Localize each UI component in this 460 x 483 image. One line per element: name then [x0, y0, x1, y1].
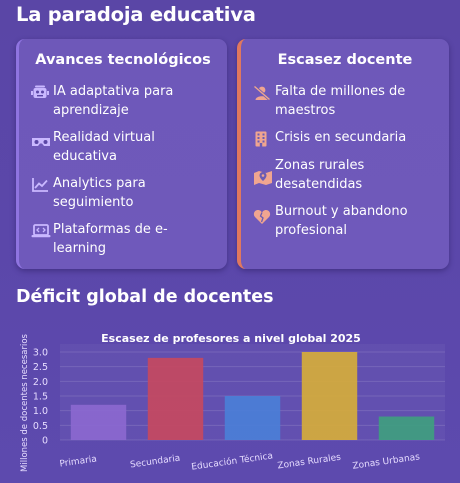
y-tick-label: 1.5	[33, 392, 48, 403]
shortage-item-burnout: Burnout y abandono profesional	[253, 202, 408, 240]
line-chart-icon	[31, 177, 53, 195]
broken-heart-icon	[253, 205, 275, 224]
shortage-item-rural: Zonas rurales desatendidas	[253, 156, 364, 194]
robot-icon	[31, 85, 53, 103]
tech-advances-card: Avances tecnológicos IA adaptativa para a…	[16, 39, 227, 269]
shortage-item-line: Zonas rurales	[275, 158, 365, 173]
shortage-item-line: maestros	[275, 103, 336, 118]
x-tick-label: Zonas Rurales	[277, 453, 342, 472]
tech-item-adaptive-ai: IA adaptativa para aprendizaje	[31, 82, 173, 120]
shortage-item-line: Crisis en secundaria	[275, 130, 407, 145]
laptop-code-icon	[31, 223, 53, 241]
y-axis-label: Millones de docentes necesarios	[20, 333, 30, 471]
teacher-shortage-title: Escasez docente	[277, 52, 413, 68]
tech-item-vr: Realidad virtual educativa	[31, 128, 155, 166]
bar-2	[224, 396, 281, 440]
x-tick-label: Primaria	[59, 454, 97, 469]
tech-item-line: Analytics para	[53, 176, 146, 191]
page-title: La paradoja educativa	[16, 3, 256, 26]
teacher-shortage-chart: Escasez de profesores a nivel global 202…	[20, 332, 445, 473]
y-tick-label: 3.0	[33, 348, 48, 359]
shortage-item-millions: Falta de millones de maestros	[253, 82, 405, 120]
map-marker-icon	[253, 159, 275, 185]
tech-item-elearning: Plataformas de e-learning	[31, 220, 168, 258]
tech-item-line: IA adaptativa para	[53, 84, 174, 99]
x-tick-label: Secundaria	[129, 454, 180, 471]
shortage-item-line: desatendidas	[275, 177, 363, 192]
shortage-item-secondary: Crisis en secundaria	[253, 128, 406, 149]
bar-1	[147, 357, 204, 440]
teacher-slash-icon	[253, 85, 275, 103]
x-tick-label: Zonas Urbanas	[352, 452, 421, 471]
shortage-item-line: Burnout y abandono	[275, 204, 408, 219]
bar-4	[378, 416, 435, 440]
shortage-item-line: profesional	[275, 223, 347, 238]
bar-0	[70, 404, 127, 440]
tech-item-line: seguimiento	[53, 195, 134, 210]
bar-3	[301, 352, 358, 440]
tech-item-line: aprendizaje	[53, 103, 129, 118]
tech-item-line: educativa	[53, 149, 117, 164]
y-tick-label: 0.5	[33, 421, 48, 432]
y-tick-label: 1.0	[33, 406, 48, 417]
tech-item-line: Plataformas de e-	[53, 222, 168, 237]
x-tick-label: Educación Técnica	[191, 450, 274, 472]
tech-item-line: learning	[53, 241, 107, 256]
teacher-shortage-card: Escasez docente Falta de millones de maes…	[237, 39, 449, 269]
building-icon	[253, 131, 275, 149]
section-title: Déficit global de docentes	[16, 287, 274, 307]
y-tick-label: 2.0	[33, 377, 48, 388]
y-tick-label: 0	[42, 436, 48, 447]
tech-item-analytics: Analytics para seguimiento	[31, 174, 146, 212]
tech-advances-title: Avances tecnológicos	[35, 52, 211, 68]
shortage-item-line: Falta de millones de	[275, 84, 406, 99]
vr-headset-icon	[31, 131, 53, 149]
chart-title: Escasez de profesores a nivel global 202…	[101, 332, 361, 345]
y-tick-label: 2.5	[33, 362, 48, 373]
tech-item-line: Realidad virtual	[53, 130, 155, 145]
